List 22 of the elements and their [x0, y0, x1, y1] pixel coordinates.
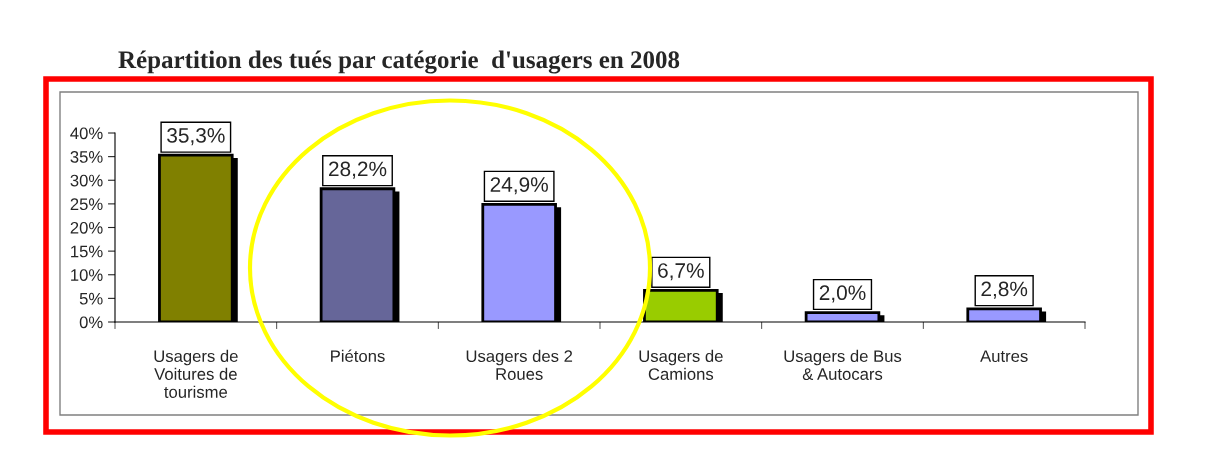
x-tick-label: Usagers de Bus & Autocars	[784, 349, 902, 380]
data-label: 24,9%	[490, 177, 548, 195]
x-tick-label: Autres	[980, 350, 1028, 363]
y-tick-label: 10%	[71, 269, 103, 281]
data-label: 35,3%	[167, 128, 225, 146]
y-tick-label: 40%	[70, 127, 103, 140]
x-tick-label: Usagers de Voitures de tourisme	[154, 349, 238, 398]
data-label: 6,7%	[658, 263, 704, 281]
data-label: 28,2%	[329, 161, 387, 179]
y-tick-label: 20%	[70, 221, 103, 234]
y-tick-label: 30%	[70, 174, 103, 187]
y-tick-label: 15%	[71, 245, 103, 258]
y-tick-label: 0%	[79, 316, 103, 329]
y-tick-label: 25%	[70, 198, 103, 211]
x-tick-label: Usagers des 2 Roues	[466, 349, 573, 380]
x-tick-label: Usagers de Camions	[639, 349, 723, 380]
y-tick-label: 5%	[79, 292, 103, 305]
chart-title: Répartition des tués par catégorie d'usagers en 2008	[118, 50, 680, 74]
y-tick-label: 35%	[70, 151, 103, 163]
data-label: 2,8%	[981, 281, 1028, 299]
x-tick-label: Piétons	[331, 349, 385, 363]
data-label: 2,0%	[819, 285, 866, 303]
